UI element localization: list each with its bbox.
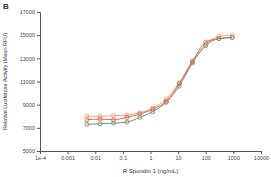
tick-mark xyxy=(233,151,234,154)
tick-mark xyxy=(178,151,179,154)
data-point xyxy=(85,122,89,126)
data-point xyxy=(177,84,181,88)
tick: 1000 xyxy=(228,151,240,161)
tick-mark xyxy=(261,151,262,154)
tick: 15000 xyxy=(20,32,40,38)
tick: 17000 xyxy=(20,9,40,15)
tick-label: 10000 xyxy=(254,155,269,161)
tick-mark xyxy=(37,35,40,36)
tick-mark xyxy=(206,151,207,154)
data-point xyxy=(151,110,155,114)
tick-label: 0.001 xyxy=(61,155,75,161)
chart: 1e-4 0.001 0.01 0.1 1 10 100 1000 10000 5000 7000 9… xyxy=(0,0,271,177)
tick: 0.1 xyxy=(120,151,128,161)
tick-mark xyxy=(123,151,124,154)
tick-label: 17000 xyxy=(20,9,35,15)
tick-label: 100 xyxy=(202,155,211,161)
tick: 10000 xyxy=(254,151,269,161)
tick-mark xyxy=(68,151,69,154)
tick-mark xyxy=(37,105,40,106)
tick-label: 15000 xyxy=(20,32,35,38)
tick-label: 0.1 xyxy=(120,155,128,161)
data-point xyxy=(112,114,116,118)
tick-mark xyxy=(95,151,96,154)
data-point xyxy=(85,118,89,122)
tick: 1 xyxy=(149,151,152,161)
tick-label: 9000 xyxy=(23,102,35,108)
data-point xyxy=(164,100,168,104)
tick: 0.01 xyxy=(90,151,101,161)
tick: 0.001 xyxy=(61,151,75,161)
tick-label: 1000 xyxy=(228,155,240,161)
tick-mark xyxy=(37,82,40,83)
tick: 1e-4 xyxy=(35,151,46,161)
title: B xyxy=(3,2,9,11)
tick: 5000 xyxy=(23,148,40,154)
data-point xyxy=(204,44,208,48)
tick-mark xyxy=(37,151,40,152)
data-point xyxy=(217,37,221,41)
tick-label: 11000 xyxy=(20,79,35,85)
x-axis-title: R Spondin 1 (ng/mL) xyxy=(123,168,178,174)
data-point xyxy=(230,35,234,39)
tick-label: 13000 xyxy=(20,56,35,62)
data-point xyxy=(98,117,102,121)
marks xyxy=(85,33,234,126)
tick: 7000 xyxy=(23,125,40,131)
tick: 11000 xyxy=(20,79,40,85)
tick: 13000 xyxy=(20,56,40,62)
series-line xyxy=(87,35,232,116)
data-point xyxy=(138,115,142,119)
tick-mark xyxy=(37,12,40,13)
tick-label: 0.01 xyxy=(90,155,101,161)
tick-mark xyxy=(37,58,40,59)
series-line xyxy=(87,37,232,124)
y-axis-title: Relative Luciferase Activity (Mean RFU) xyxy=(2,33,8,130)
tick: 9000 xyxy=(23,102,40,108)
tick-label: 10 xyxy=(176,155,182,161)
tick-label: 5000 xyxy=(23,148,35,154)
plot: 1e-4 0.001 0.01 0.1 1 10 100 1000 10000 5000 7000 9… xyxy=(20,9,269,161)
tick-label: 7000 xyxy=(23,125,35,131)
tick-mark xyxy=(151,151,152,154)
tick: 10 xyxy=(176,151,182,161)
x-axis-line xyxy=(41,152,262,155)
tick-label: 1e-4 xyxy=(35,155,46,161)
data-point xyxy=(125,120,129,124)
data-point xyxy=(125,115,129,119)
tick-mark xyxy=(37,128,40,129)
x-axis: 1e-4 0.001 0.01 0.1 1 10 100 1000 10000 xyxy=(35,151,269,161)
y-axis: 5000 7000 9000 11000 13000 15000 17000 xyxy=(20,9,41,154)
data-point xyxy=(112,121,116,125)
data-point xyxy=(190,61,194,65)
tick: 100 xyxy=(202,151,211,161)
data-point xyxy=(98,122,102,126)
y-axis-line xyxy=(37,13,41,152)
tick-label: 1 xyxy=(149,155,152,161)
